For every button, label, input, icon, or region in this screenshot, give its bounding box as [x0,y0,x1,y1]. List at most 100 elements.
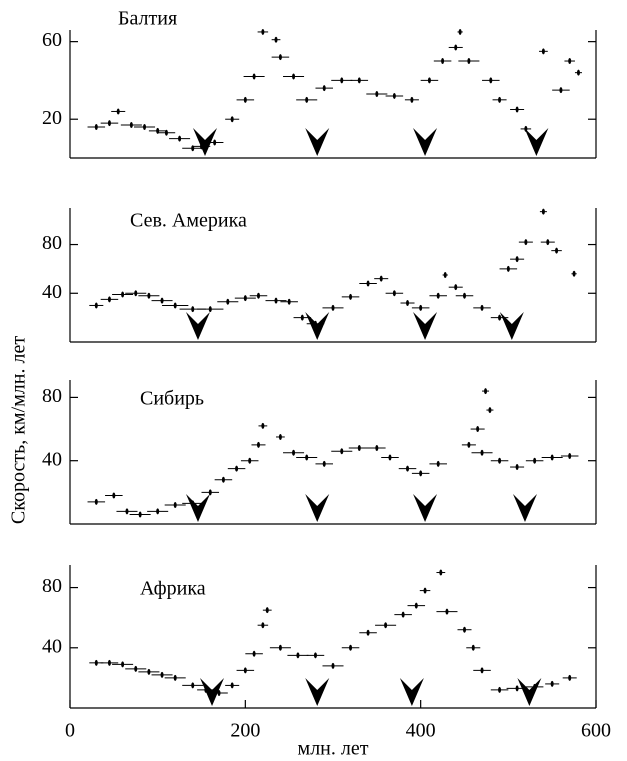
point [410,96,414,103]
point [305,96,309,103]
panel-title: Балтия [118,8,177,30]
minimum-marker [185,312,210,340]
point [423,587,427,594]
x-axis-label: млн. лет [298,738,369,760]
point [160,297,164,304]
point [143,123,147,130]
point [463,626,466,633]
point [340,448,344,455]
point [498,314,502,321]
point [458,28,462,35]
point [138,511,142,518]
point [445,608,449,615]
point [173,674,177,681]
point [147,668,151,675]
point [366,280,370,287]
point [559,87,563,94]
point [226,298,230,305]
point [463,292,466,299]
point [406,465,410,472]
y-tick-label: 80 [42,232,62,254]
point [555,247,559,254]
point [349,644,353,651]
point [147,292,151,299]
point [160,671,164,678]
point [476,426,480,433]
point [107,659,111,666]
point [274,36,278,43]
point [134,665,138,672]
point [121,291,125,298]
point [357,445,361,452]
point [541,208,545,215]
point [94,659,98,666]
panel-title: Сибирь [140,388,204,410]
point [191,682,195,689]
point [406,300,410,307]
point [322,460,326,467]
point [278,54,282,61]
point [164,129,168,136]
point [419,304,423,311]
point [498,96,502,103]
point [261,622,265,629]
point [178,135,182,142]
point [261,28,265,35]
point [454,284,458,291]
point [436,292,440,299]
y-tick-label: 40 [42,281,62,303]
point [515,464,519,471]
point [191,306,195,313]
point [488,407,492,414]
point [550,454,554,461]
point [392,290,396,297]
point [230,116,234,123]
point [300,314,304,321]
point [454,44,458,51]
point [524,239,528,246]
point [313,652,317,659]
point [401,611,405,618]
point [443,272,447,278]
point [116,108,120,115]
minimum-marker [305,494,330,522]
point [265,607,269,614]
point [296,652,300,659]
point [94,123,98,130]
point [261,422,265,429]
point [568,58,572,65]
point [173,302,177,309]
point [375,445,379,452]
point [392,92,396,99]
minimum-marker [185,494,210,522]
minimum-marker [413,312,438,340]
point [208,489,212,496]
point [489,77,493,84]
point [480,667,484,674]
point [471,644,475,651]
point [213,139,217,146]
panel-title: Африка [140,578,206,600]
point [515,256,519,263]
point [419,470,423,477]
point [208,306,212,313]
point [498,686,502,693]
point [533,457,537,464]
point [550,680,554,687]
panel-title: Сев. Америка [130,210,247,232]
point [366,629,370,636]
point [129,122,133,129]
point [243,96,247,103]
point [576,69,580,76]
point [414,602,418,609]
x-tick-label: 400 [406,720,436,742]
point [498,457,502,464]
point [221,476,225,483]
point [243,295,247,302]
x-tick-label: 200 [230,720,260,742]
y-tick-label: 80 [42,385,62,407]
x-tick-label: 0 [65,720,75,742]
point [305,454,309,461]
point [467,58,471,65]
minimum-marker [399,678,424,706]
